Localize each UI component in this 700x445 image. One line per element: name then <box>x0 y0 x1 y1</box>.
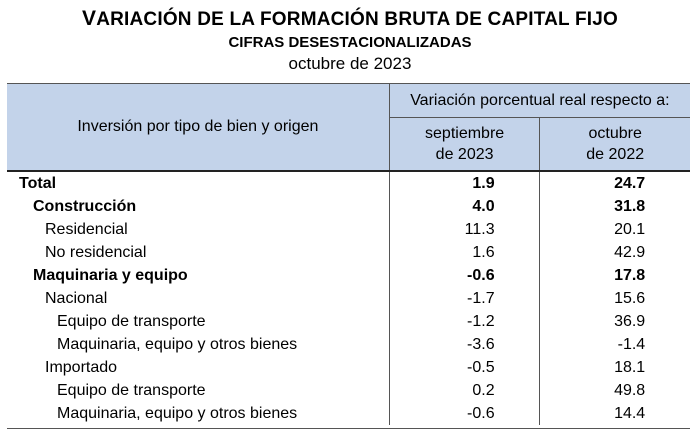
value-september-2023: -3.6 <box>389 333 541 356</box>
cell-value: 4.0 <box>472 198 495 215</box>
value-october-2022: 49.8 <box>540 379 690 402</box>
cell-value: 1.9 <box>472 175 495 192</box>
report-period: octubre de 2023 <box>288 54 412 73</box>
cell-value: -0.6 <box>467 405 495 422</box>
table-row: Maquinaria y equipo -0.6 17.8 <box>7 264 690 287</box>
row-label: Residencial <box>7 218 390 241</box>
report-title: VARIACIÓN DE LA FORMACIÓN BRUTA DE CAPIT… <box>0 7 700 32</box>
value-september-2023: -1.2 <box>389 310 541 333</box>
cell-value: 20.1 <box>614 221 646 238</box>
value-september-2023: 4.0 <box>389 195 541 218</box>
cell-value: 14.4 <box>614 405 646 422</box>
value-october-2022: 15.6 <box>540 287 690 310</box>
report-header: VARIACIÓN DE LA FORMACIÓN BRUTA DE CAPIT… <box>0 7 700 75</box>
cell-value: 17.8 <box>614 267 646 284</box>
cell-value: -0.6 <box>467 267 495 284</box>
value-september-2023: -0.6 <box>389 402 541 425</box>
cell-value: 18.1 <box>614 359 646 376</box>
cell-value: -3.6 <box>467 336 495 353</box>
row-label: Maquinaria y equipo <box>7 264 390 287</box>
report-subtitle: CIFRAS DESESTACIONALIZADAS <box>228 34 472 51</box>
row-label: Equipo de transporte <box>7 379 390 402</box>
table-row: Maquinaria, equipo y otros bienes -3.6 -1.… <box>7 333 690 356</box>
table-row: Residencial 11.3 20.1 <box>7 218 690 241</box>
table-row: Total 1.9 24.7 <box>7 170 690 195</box>
column-header-line: de 2022 <box>586 146 645 163</box>
value-september-2023: -1.7 <box>389 287 541 310</box>
table-row: Construcción 4.0 31.8 <box>7 195 690 218</box>
cell-value: -1.4 <box>617 336 646 353</box>
table-row: No residencial 1.6 42.9 <box>7 241 690 264</box>
row-header: Inversión por tipo de bien y origen <box>7 83 390 171</box>
table-row: Nacional -1.7 15.6 <box>7 287 690 310</box>
cell-value: -1.7 <box>467 290 495 307</box>
cell-value: 36.9 <box>614 313 646 330</box>
value-october-2022: -1.4 <box>540 333 690 356</box>
value-october-2022: 36.9 <box>540 310 690 333</box>
table-bottom-border <box>7 428 690 429</box>
cell-value: 42.9 <box>614 244 646 261</box>
report-title-rest: ARIACIÓN DE LA FORMACIÓN BRUTA DE CAPITA… <box>96 9 619 30</box>
row-label: Maquinaria, equipo y otros bienes <box>7 333 390 356</box>
value-september-2023: 0.2 <box>389 379 541 402</box>
column-header-line: septiembre <box>425 125 505 142</box>
value-september-2023: 11.3 <box>389 218 541 241</box>
value-october-2022: 20.1 <box>540 218 690 241</box>
table-row: Maquinaria, equipo y otros bienes -0.6 14.… <box>7 402 690 425</box>
table-body: Total 1.9 24.7 Construcción 4.0 31.8 Residenci… <box>7 170 690 425</box>
cell-value: 24.7 <box>614 175 646 192</box>
row-label: Maquinaria, equipo y otros bienes <box>7 402 390 425</box>
row-label: Total <box>7 170 390 195</box>
cell-value: -0.5 <box>467 359 495 376</box>
row-label: Construcción <box>7 195 390 218</box>
table-row: Importado -0.5 18.1 <box>7 356 690 379</box>
cell-value: 11.3 <box>464 221 495 238</box>
column-header-october-2022: octubre de 2022 <box>539 117 690 171</box>
cell-value: 15.6 <box>614 290 646 307</box>
report-title-initial: V <box>81 7 97 30</box>
table-row: Equipo de transporte -1.2 36.9 <box>7 310 690 333</box>
value-october-2022: 24.7 <box>539 170 690 195</box>
value-october-2022: 17.8 <box>540 264 690 287</box>
row-label: Equipo de transporte <box>7 310 390 333</box>
column-header-line: octubre <box>588 125 642 142</box>
value-october-2022: 14.4 <box>540 402 690 425</box>
investment-table: Inversión por tipo de bien y origen Vari… <box>7 83 690 425</box>
value-october-2022: 18.1 <box>540 356 690 379</box>
cell-value: 0.2 <box>472 382 495 399</box>
table-row: Equipo de transporte 0.2 49.8 <box>7 379 690 402</box>
value-september-2023: 1.9 <box>389 170 541 195</box>
span-header: Variación porcentual real respecto a: <box>389 83 690 118</box>
value-september-2023: -0.5 <box>389 356 541 379</box>
row-label: Nacional <box>7 287 390 310</box>
value-october-2022: 42.9 <box>540 241 690 264</box>
row-label: No residencial <box>7 241 390 264</box>
value-september-2023: 1.6 <box>389 241 541 264</box>
column-header-line: de 2023 <box>435 146 494 163</box>
cell-value: 49.8 <box>614 382 646 399</box>
row-label: Importado <box>7 356 390 379</box>
value-october-2022: 31.8 <box>540 195 690 218</box>
value-september-2023: -0.6 <box>389 264 541 287</box>
cell-value: -1.2 <box>467 313 495 330</box>
cell-value: 31.8 <box>614 198 646 215</box>
cell-value: 1.6 <box>472 244 495 261</box>
column-header-september-2023: septiembre de 2023 <box>389 117 541 171</box>
